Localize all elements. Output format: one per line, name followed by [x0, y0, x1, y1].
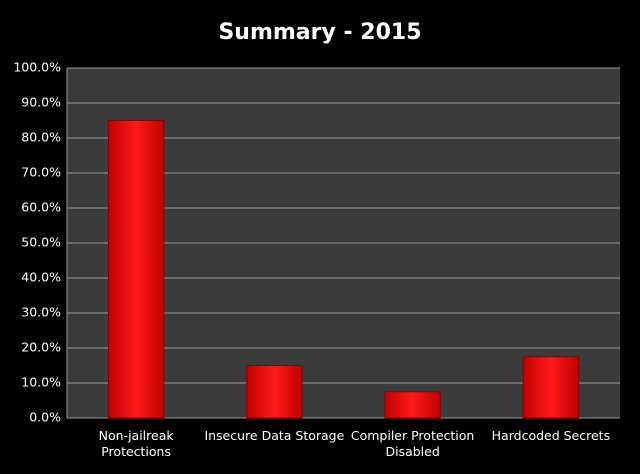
bar [384, 391, 441, 419]
x-tick-label: Compiler Protection Disabled [350, 428, 475, 459]
y-tick-label: 40.0% [21, 270, 61, 285]
y-tick-label: 20.0% [21, 340, 61, 355]
y-tick-label: 70.0% [21, 165, 61, 180]
x-tick-label: Hardcoded Secrets [491, 428, 611, 443]
bar [522, 356, 580, 419]
y-tick-label: 60.0% [21, 200, 61, 215]
bar [246, 365, 303, 419]
y-tick-label: 30.0% [21, 305, 61, 320]
y-tick-label: 90.0% [21, 95, 61, 110]
y-tick-label: 10.0% [21, 375, 61, 390]
y-tick-label: 80.0% [21, 130, 61, 145]
y-tick-label: 50.0% [21, 235, 61, 250]
y-tick-label: 0.0% [29, 410, 61, 425]
chart-title: Summary - 2015 [218, 20, 421, 45]
y-tick-label: 100.0% [13, 60, 61, 75]
bar [107, 120, 165, 419]
x-tick-label: Insecure Data Storage [204, 428, 345, 443]
x-tick-label: Non-jailreak Protections [98, 428, 174, 459]
